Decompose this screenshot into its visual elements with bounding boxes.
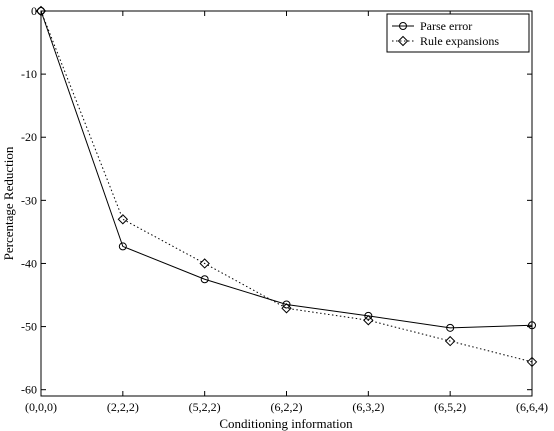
diamond-marker bbox=[117, 214, 129, 225]
x-axis-title: Conditioning information bbox=[219, 416, 353, 431]
x-tick-label: (0,0,0) bbox=[25, 400, 57, 414]
y-axis: 0 -10 -20 -30 -40 -50 -60 bbox=[21, 4, 532, 397]
x-tick-label: (6,2,2) bbox=[271, 400, 303, 414]
series-line-2 bbox=[40, 10, 533, 363]
series-lines bbox=[40, 10, 533, 363]
legend-marker-1 bbox=[399, 22, 407, 30]
series-line-1 bbox=[40, 10, 533, 329]
y-tick-label: -30 bbox=[21, 193, 37, 207]
legend-label-1: Parse error bbox=[420, 19, 472, 33]
x-tick-label: (6,6,4) bbox=[516, 400, 548, 414]
series-markers bbox=[35, 5, 538, 368]
legend-box bbox=[386, 13, 530, 53]
circle-marker bbox=[282, 300, 291, 309]
x-tick-label: (5,2,2) bbox=[189, 400, 221, 414]
x-tick-label: (6,3,2) bbox=[352, 400, 384, 414]
circle-marker bbox=[37, 7, 45, 15]
circle-marker bbox=[364, 311, 373, 320]
y-axis-title: Percentage Reduction bbox=[1, 146, 16, 260]
diamond-marker bbox=[281, 303, 292, 314]
legend-label-2: Rule expansions bbox=[420, 34, 499, 48]
circle-marker bbox=[446, 323, 455, 332]
circle-marker bbox=[118, 242, 127, 251]
y-tick-label: -40 bbox=[21, 256, 37, 270]
y-tick-label: -20 bbox=[21, 130, 37, 144]
legend-marker-2 bbox=[397, 35, 409, 47]
x-axis: (0,0,0) (2,2,2) (5,2,2) (6,2,2) (6,3,2) (6,5,… bbox=[25, 11, 548, 414]
circle-marker bbox=[528, 321, 536, 330]
diamond-marker bbox=[199, 258, 210, 269]
plot-area bbox=[40, 10, 533, 397]
diamond-marker bbox=[363, 315, 374, 326]
diamond-marker bbox=[526, 356, 538, 368]
diamond-marker bbox=[444, 335, 456, 347]
y-tick-label: -10 bbox=[21, 67, 37, 81]
x-tick-label: (2,2,2) bbox=[107, 400, 139, 414]
diamond-marker bbox=[35, 5, 47, 17]
circle-marker bbox=[200, 275, 209, 284]
y-tick-label: 0 bbox=[31, 4, 37, 18]
y-tick-label: -50 bbox=[21, 320, 37, 334]
x-tick-label: (6,5,2) bbox=[434, 400, 466, 414]
y-tick-label: -60 bbox=[21, 383, 37, 397]
